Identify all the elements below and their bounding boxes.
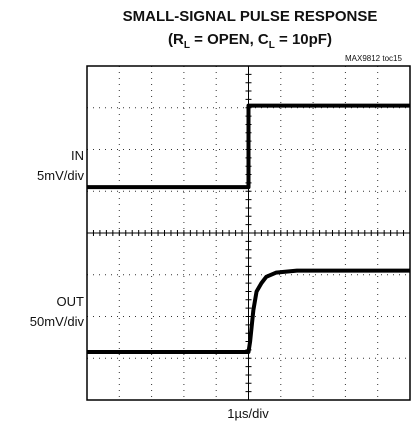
x-axis-label: 1µs/div bbox=[227, 406, 269, 421]
subtitle-part: = OPEN, C bbox=[190, 31, 269, 48]
channel-label: IN bbox=[71, 148, 84, 163]
subtitle-part: = 10pF) bbox=[275, 31, 332, 48]
figure-note: MAX9812 toc15 bbox=[345, 54, 402, 63]
subtitle-part: L bbox=[269, 40, 275, 51]
chart-title: SMALL-SIGNAL PULSE RESPONSE bbox=[123, 8, 378, 25]
chart-subtitle: (RL = OPEN, CL = 10pF) bbox=[168, 31, 332, 51]
trace bbox=[87, 268, 410, 354]
channel-label: OUT bbox=[57, 294, 85, 309]
plot-frame bbox=[86, 65, 411, 401]
subtitle-part: (R bbox=[168, 31, 184, 48]
trace bbox=[87, 103, 410, 190]
channel-scale: 50mV/div bbox=[30, 314, 85, 329]
subtitle-part: L bbox=[184, 40, 190, 51]
channel-scale: 5mV/div bbox=[37, 168, 84, 183]
